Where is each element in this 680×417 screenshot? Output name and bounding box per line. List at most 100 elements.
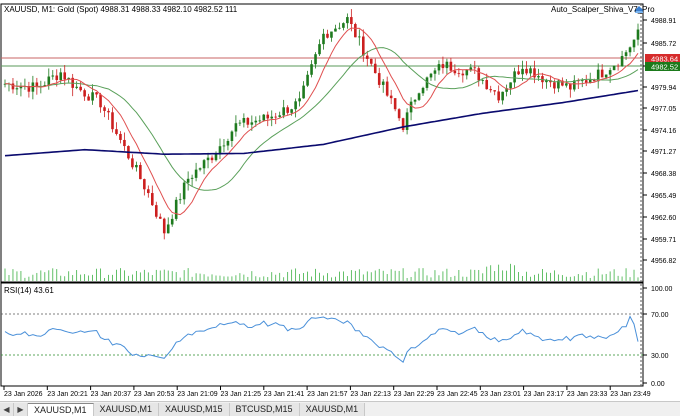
candle-body bbox=[206, 157, 210, 161]
candle-body bbox=[557, 80, 560, 89]
candle-body bbox=[413, 99, 417, 102]
candle-body bbox=[274, 116, 278, 118]
candle-body bbox=[119, 133, 122, 140]
chart-tabs-bar: ◀ ▶ XAUUSD,M1 XAUUSD,M1 XAUUSD,M15 BTCUS… bbox=[0, 401, 680, 416]
candle-body bbox=[612, 65, 616, 71]
candle-body bbox=[11, 83, 15, 90]
candle-body bbox=[501, 91, 504, 101]
candle-body bbox=[409, 101, 413, 113]
rsi-axis: 100.00 70.00 30.00 0.00 bbox=[643, 286, 673, 388]
candle-body bbox=[182, 182, 186, 200]
candle-body bbox=[262, 114, 266, 121]
candle-body bbox=[322, 33, 325, 45]
rsi-line bbox=[4, 315, 639, 364]
tab-xauusd-m1[interactable]: XAUUSD,M1 bbox=[93, 403, 160, 416]
candle-body bbox=[31, 82, 35, 92]
candle-body bbox=[115, 129, 118, 134]
candle-body bbox=[441, 64, 445, 69]
candle-body bbox=[453, 70, 457, 74]
time-tick-label: 23 Jan 22:45 bbox=[437, 391, 478, 398]
candle-body bbox=[608, 70, 612, 75]
candle-body bbox=[636, 29, 640, 40]
candle-body bbox=[302, 85, 305, 99]
candle-body bbox=[151, 193, 154, 206]
candle-body bbox=[461, 73, 465, 76]
candle-body bbox=[19, 86, 23, 89]
candle-body bbox=[358, 36, 361, 38]
candle-body bbox=[222, 145, 226, 147]
candle-body bbox=[469, 67, 473, 71]
time-tick-label: 23 Jan 21:25 bbox=[221, 391, 262, 398]
candle-body bbox=[91, 92, 94, 101]
candle-body bbox=[596, 69, 600, 82]
tab-scroll-left-icon[interactable]: ◀ bbox=[0, 403, 14, 416]
tab-xauusd-m1-active[interactable]: XAUUSD,M1 bbox=[28, 403, 94, 416]
candle-body bbox=[174, 199, 178, 219]
candle-body bbox=[318, 44, 321, 55]
price-tick-label: 4985.72 bbox=[651, 41, 676, 48]
candle-body bbox=[278, 115, 281, 117]
candle-body bbox=[35, 82, 39, 87]
candle-body bbox=[63, 72, 67, 80]
candle-body bbox=[369, 58, 373, 64]
candle-body bbox=[569, 83, 572, 90]
tab-btcusd-m15[interactable]: BTCUSD,M15 bbox=[229, 403, 300, 416]
candle-body bbox=[170, 218, 174, 225]
candle-body bbox=[242, 117, 246, 123]
candle-body bbox=[417, 93, 421, 100]
candle-body bbox=[230, 131, 234, 141]
candle-body bbox=[103, 107, 106, 111]
candle-body bbox=[15, 88, 19, 90]
price-tick-label: 4979.94 bbox=[651, 85, 676, 92]
price-highlight-green-text: 4982.52 bbox=[651, 63, 678, 72]
price-tick-label: 4988.91 bbox=[651, 18, 676, 25]
candle-body bbox=[162, 218, 166, 234]
candle-body bbox=[246, 117, 250, 125]
symbol-info-text: XAUUSD, M1: Gold (Spot) 4988.31 4988.33 … bbox=[4, 5, 238, 14]
candle-body bbox=[377, 73, 381, 85]
candle-body bbox=[47, 76, 51, 86]
tab-scroll-right-icon[interactable]: ▶ bbox=[14, 403, 28, 416]
candle-body bbox=[381, 81, 385, 85]
candle-body bbox=[107, 110, 110, 113]
rsi-tick-label: 30.00 bbox=[651, 353, 669, 360]
price-tick-label: 4965.49 bbox=[651, 193, 676, 200]
candle-body bbox=[111, 112, 114, 130]
candle-body bbox=[632, 39, 636, 48]
candle-body bbox=[537, 76, 540, 78]
time-tick-label: 23 Jan 21:09 bbox=[177, 391, 218, 398]
candle-body bbox=[326, 33, 329, 38]
candle-body bbox=[178, 199, 182, 201]
time-tick-label: 23 Jan 21:41 bbox=[264, 391, 305, 398]
candle-body bbox=[616, 65, 620, 67]
candle-body bbox=[95, 92, 98, 95]
candle-body bbox=[362, 36, 365, 56]
candle-body bbox=[59, 72, 63, 81]
candle-body bbox=[330, 31, 333, 38]
candle-body bbox=[346, 17, 349, 24]
candle-body bbox=[588, 79, 592, 83]
chart-area[interactable]: 4988.914985.724982.534979.944977.054974.… bbox=[0, 0, 680, 401]
price-tick-label: 4974.16 bbox=[651, 128, 676, 135]
candle-body bbox=[194, 169, 198, 178]
candle-body bbox=[314, 54, 317, 65]
candle-body bbox=[202, 160, 206, 169]
price-highlight-green bbox=[645, 62, 680, 71]
candle-body bbox=[154, 205, 158, 217]
candle-body bbox=[342, 23, 345, 28]
candle-body bbox=[83, 90, 86, 97]
tab-xauusd-m1-second[interactable]: XAUUSD,M1 bbox=[299, 403, 366, 416]
candle-body bbox=[437, 64, 441, 71]
rsi-tick-label: 100.00 bbox=[651, 286, 673, 293]
time-tick-label: 23 Jan 21:57 bbox=[307, 391, 348, 398]
candle-body bbox=[477, 68, 481, 81]
candle-body bbox=[298, 98, 301, 102]
candle-body bbox=[3, 83, 7, 85]
candle-body bbox=[266, 114, 270, 119]
expert-hat-icon[interactable] bbox=[634, 6, 644, 13]
candle-body bbox=[584, 80, 588, 83]
candle-body bbox=[592, 79, 596, 82]
tab-xauusd-m15[interactable]: XAUUSD,M15 bbox=[159, 403, 230, 416]
candle-body bbox=[393, 98, 397, 110]
candle-body bbox=[533, 68, 536, 78]
